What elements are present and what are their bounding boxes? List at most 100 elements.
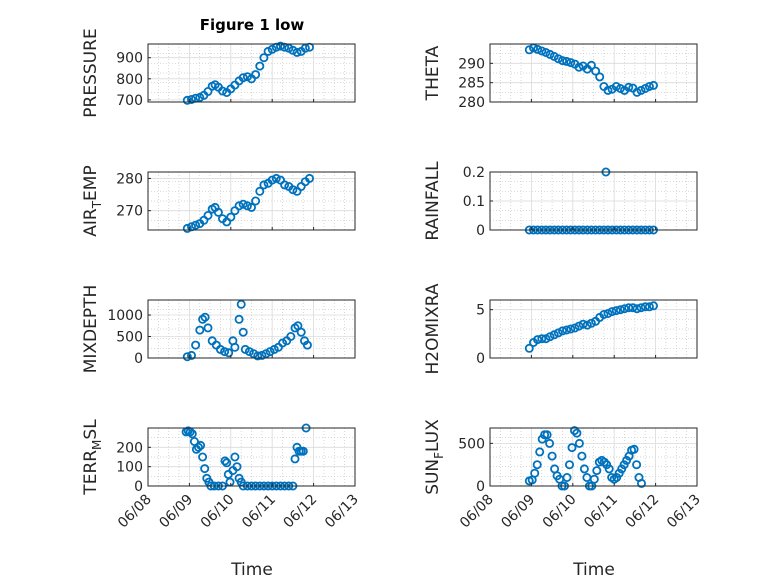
data-point [196, 440, 206, 450]
data-point [574, 438, 584, 448]
data-point [182, 95, 192, 105]
data-point [611, 306, 621, 316]
data-point [230, 452, 240, 462]
data-point [257, 350, 267, 360]
x-axis-label-right: Time [572, 560, 615, 580]
data-point [186, 95, 196, 105]
data-point [604, 464, 614, 474]
data-point [198, 452, 208, 462]
y-tick-label: 290 [458, 56, 485, 72]
data-point [191, 220, 201, 230]
data-point [220, 347, 230, 357]
data-point [200, 464, 210, 474]
data-point [553, 54, 563, 64]
data-point [242, 201, 252, 211]
y-tick-label: 0 [476, 479, 485, 495]
data-point [562, 56, 572, 66]
y-tick-label: 700 [116, 93, 143, 109]
data-point [532, 460, 542, 470]
axes-box-0 [147, 43, 356, 103]
data-point [203, 323, 213, 333]
data-point [624, 82, 634, 92]
axes-box-5 [489, 299, 698, 359]
y-tick-label: 0.2 [463, 165, 485, 181]
data-point [558, 326, 568, 336]
data-point [290, 454, 300, 464]
data-point [566, 324, 576, 334]
data-point [577, 451, 587, 461]
data-point [586, 60, 596, 70]
data-point [217, 86, 227, 96]
data-point [607, 307, 617, 317]
data-point [271, 173, 281, 183]
x-axis-label-left: Time [230, 560, 273, 580]
data-point [649, 301, 659, 311]
y-axis-label-0: PRESSURE [81, 28, 101, 117]
data-point [296, 327, 306, 337]
data-point [530, 468, 540, 478]
data-point [591, 66, 601, 76]
data-point [186, 350, 196, 360]
data-point [589, 474, 599, 484]
data-point [298, 446, 308, 456]
y-axis-label-5: H2OMIXRA [423, 283, 443, 374]
data-point [255, 186, 265, 196]
data-point [595, 72, 605, 82]
data-point [562, 472, 572, 482]
y-axis-label-4: MIXDEPTH [81, 285, 101, 374]
data-point [251, 70, 261, 80]
axes-box-6 [147, 427, 356, 487]
data-point [545, 332, 555, 342]
data-point [599, 309, 609, 319]
data-point [578, 319, 588, 329]
data-point [565, 460, 575, 470]
axes-background-7 [490, 428, 697, 486]
data-point [236, 299, 246, 309]
data-point [259, 180, 269, 190]
y-tick-label: 0 [476, 351, 485, 367]
y-tick-label: 100 [116, 460, 143, 476]
data-point [234, 314, 244, 324]
y-tick-label: 280 [116, 171, 143, 187]
axes-background-6 [148, 428, 355, 486]
data-point [524, 343, 534, 353]
data-point [275, 41, 285, 51]
data-point [304, 173, 314, 183]
data-point [302, 340, 312, 350]
y-tick-label: 5 [476, 303, 485, 319]
data-point [535, 447, 545, 457]
y-tick-label: 285 [458, 76, 485, 92]
data-point [628, 303, 638, 313]
y-tick-label: 500 [458, 436, 485, 452]
data-point [567, 443, 577, 453]
data-point [644, 82, 654, 92]
axes-box-2 [147, 171, 356, 231]
y-tick-label: 800 [116, 72, 143, 88]
y-axis-label-6: TERRMSL [81, 419, 104, 496]
data-point [246, 202, 256, 212]
data-point [615, 305, 625, 315]
data-point [636, 303, 646, 313]
data-point [545, 438, 555, 448]
y-tick-label: 0.1 [463, 194, 485, 210]
data-point [253, 351, 263, 361]
data-point [558, 56, 568, 66]
data-point [636, 85, 646, 95]
data-point [189, 436, 199, 446]
data-point [574, 62, 584, 72]
data-point [187, 429, 197, 439]
data-point [224, 348, 234, 358]
data-point [280, 180, 290, 190]
y-axis-label-1: THETA [423, 45, 443, 101]
y-tick-label: 270 [116, 204, 143, 220]
data-point [640, 302, 650, 312]
data-point [288, 185, 298, 195]
y-tick-label: 900 [116, 51, 143, 67]
data-point [255, 61, 265, 71]
data-point [230, 342, 240, 352]
data-point [292, 47, 302, 57]
data-point [267, 175, 277, 185]
data-point [191, 340, 201, 350]
y-axis-label-7: SUNFLUX [423, 419, 446, 495]
